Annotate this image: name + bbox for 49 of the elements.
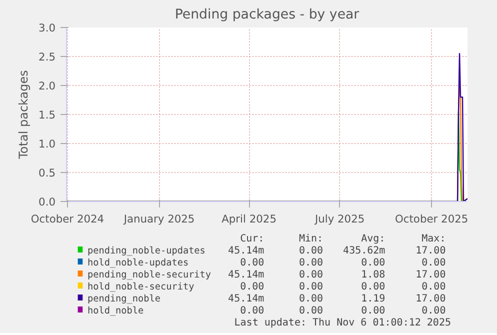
text: 1.19 bbox=[361, 294, 386, 304]
text: 45.14m bbox=[228, 270, 264, 280]
x-tick-label: October 2025 bbox=[395, 212, 468, 226]
text: 0.00 bbox=[422, 282, 446, 292]
y-tick-label: 0.0 bbox=[38, 196, 56, 208]
text: Avg: bbox=[361, 234, 386, 244]
y-tick-label: 2.0 bbox=[38, 80, 56, 92]
y-tick-label: 0.5 bbox=[38, 166, 56, 180]
text: 0.00 bbox=[298, 282, 324, 292]
text: 17.00 bbox=[416, 246, 446, 256]
text: 0.00 bbox=[422, 258, 446, 268]
legend-label: pending_noble-security bbox=[87, 270, 212, 280]
text: Min: bbox=[298, 234, 324, 244]
text: Cur: bbox=[240, 234, 264, 244]
text: 1.08 bbox=[361, 270, 386, 280]
y-tick-label: 3.0 bbox=[38, 22, 56, 34]
y-axis-title: Total packages bbox=[16, 70, 31, 160]
x-tick-label: October 2024 bbox=[30, 212, 104, 226]
text: Last update: Thu Nov 6 01:00:12 2025 bbox=[234, 318, 451, 328]
legend-label: hold_noble-security bbox=[87, 282, 195, 292]
legend-label: hold_noble-updates bbox=[87, 258, 189, 268]
legend-label: hold_noble bbox=[87, 306, 144, 316]
text: 0.00 bbox=[298, 258, 324, 268]
text: 0.00 bbox=[422, 306, 446, 316]
text: 0.00 bbox=[361, 258, 386, 268]
legend-label: pending_noble bbox=[87, 294, 161, 304]
legend-label: pending_noble-updates bbox=[87, 246, 206, 256]
text: 0.00 bbox=[298, 270, 324, 280]
text: 0.00 bbox=[298, 306, 324, 316]
text: 0.00 bbox=[361, 282, 386, 292]
y-tick-label: 1.5 bbox=[38, 108, 56, 122]
text: Max: bbox=[422, 234, 446, 244]
text: 0.00 bbox=[240, 282, 264, 292]
x-tick-label: July 2025 bbox=[314, 212, 365, 226]
text: 0.00 bbox=[240, 306, 264, 316]
text: 17.00 bbox=[416, 270, 446, 280]
text: 0.00 bbox=[361, 306, 386, 316]
y-tick-label: 2.5 bbox=[38, 50, 56, 64]
chart-title: Pending packages - by year bbox=[174, 8, 360, 22]
text: 17.00 bbox=[416, 294, 446, 304]
text: 45.14m bbox=[228, 246, 264, 256]
text: 0.00 bbox=[298, 294, 324, 304]
text: 0.00 bbox=[240, 258, 264, 268]
text: 435.62m bbox=[343, 246, 386, 256]
y-tick-label: 1.0 bbox=[38, 138, 56, 150]
x-tick-label: January 2025 bbox=[122, 212, 195, 226]
x-tick-label: April 2025 bbox=[222, 212, 276, 226]
text: 0.00 bbox=[298, 246, 324, 256]
text: 45.14m bbox=[228, 294, 264, 304]
